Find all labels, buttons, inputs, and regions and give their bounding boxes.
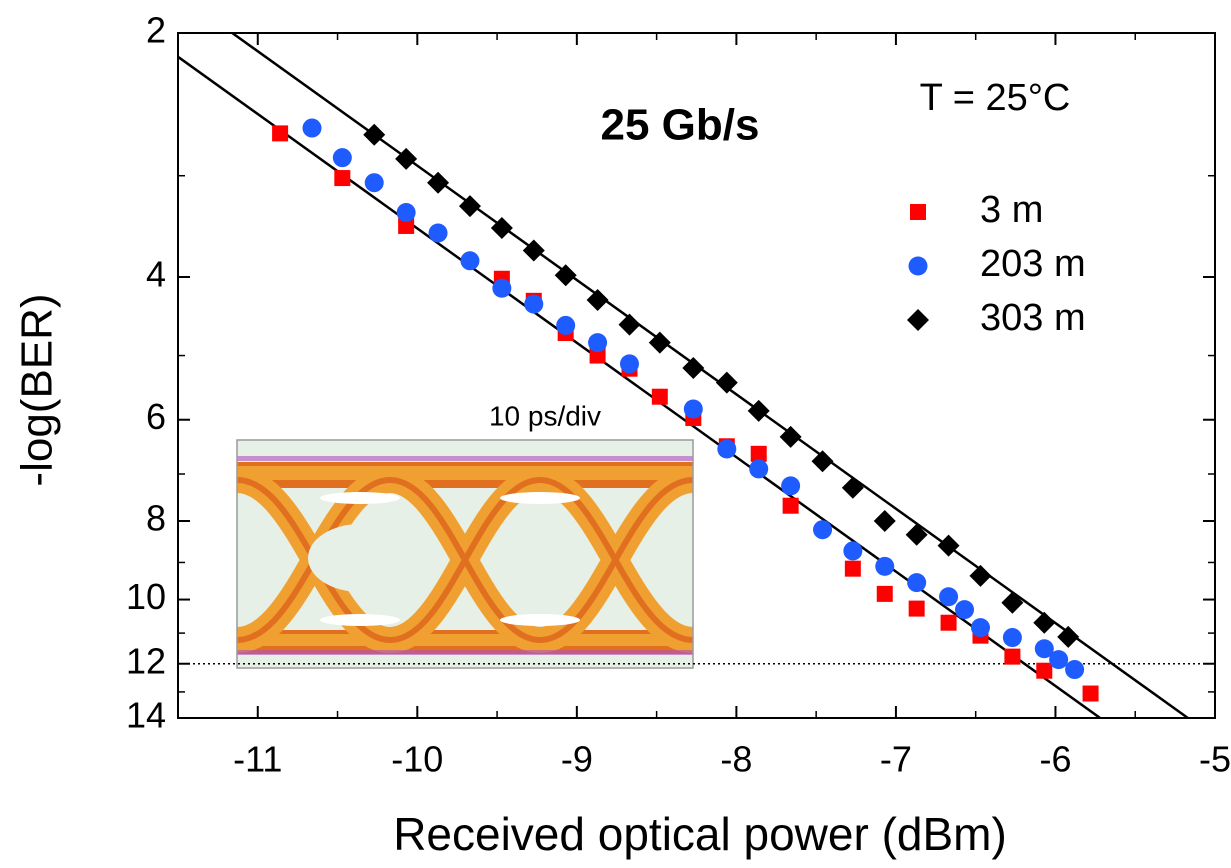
legend-label: 3 m: [980, 189, 1043, 231]
marker-diamond: [716, 372, 738, 394]
marker-square: [1036, 663, 1052, 679]
marker-diamond: [618, 314, 640, 336]
marker-circle: [781, 476, 800, 495]
y-tick-label: 6: [146, 396, 166, 437]
legend-label: 303 m: [980, 297, 1086, 339]
x-tick-label: -11: [233, 739, 282, 780]
marker-circle: [875, 557, 894, 576]
marker-square: [1004, 649, 1020, 665]
legend-marker: [909, 257, 928, 276]
x-tick-label: -8: [720, 739, 752, 780]
marker-circle: [556, 316, 575, 335]
marker-circle: [749, 459, 768, 478]
x-tick-label: -6: [1039, 739, 1071, 780]
marker-circle: [971, 618, 990, 637]
marker-circle: [365, 173, 384, 192]
legend-label: 203 m: [980, 243, 1086, 285]
marker-circle: [460, 251, 479, 270]
y-tick-label: 4: [146, 254, 166, 295]
marker-circle: [524, 295, 543, 314]
marker-circle: [813, 520, 832, 539]
marker-circle: [397, 203, 416, 222]
marker-circle: [717, 439, 736, 458]
marker-circle: [907, 573, 926, 592]
marker-diamond: [748, 400, 770, 422]
x-tick-label: -7: [880, 739, 912, 780]
x-tick-label: -9: [561, 739, 593, 780]
marker-diamond: [874, 510, 896, 532]
y-tick-label: 14: [126, 695, 166, 736]
x-axis-label: Received optical power (dBm): [393, 808, 1007, 860]
marker-square: [941, 615, 957, 631]
x-tick-label: -10: [391, 739, 443, 780]
marker-circle: [333, 148, 352, 167]
marker-diamond: [906, 524, 928, 546]
legend-marker: [907, 309, 929, 331]
marker-circle: [843, 541, 862, 560]
marker-circle: [955, 600, 974, 619]
marker-diamond: [969, 565, 991, 587]
marker-diamond: [812, 450, 834, 472]
eye-diagram-inset: [237, 440, 693, 668]
y-tick-label: 2: [146, 10, 166, 51]
marker-diamond: [842, 477, 864, 499]
marker-circle: [939, 587, 958, 606]
y-axis-label: -log(BER): [13, 293, 62, 486]
marker-circle: [1065, 660, 1084, 679]
x-tick-label: -5: [1199, 739, 1231, 780]
chart: 10 ps/div 25 Gb/s T = 25°C Received opti…: [0, 0, 1231, 868]
inset-label: 10 ps/div: [489, 400, 601, 431]
marker-square: [877, 586, 893, 602]
marker-square: [751, 446, 767, 462]
y-tick-label: 12: [126, 640, 166, 681]
rate-annotation: 25 Gb/s: [601, 101, 760, 150]
marker-diamond: [1001, 592, 1023, 614]
marker-diamond: [587, 289, 609, 311]
marker-diamond: [363, 124, 385, 146]
marker-circle: [429, 224, 448, 243]
marker-square: [783, 498, 799, 514]
marker-circle: [492, 279, 511, 298]
marker-circle: [620, 354, 639, 373]
marker-square: [845, 561, 861, 577]
marker-square: [334, 170, 350, 186]
marker-circle: [1049, 650, 1068, 669]
marker-circle: [588, 333, 607, 352]
marker-circle: [303, 119, 322, 138]
temperature-annotation: T = 25°C: [920, 77, 1071, 119]
marker-diamond: [1033, 612, 1055, 634]
marker-square: [909, 601, 925, 617]
legend-marker: [910, 204, 926, 220]
y-tick-label: 8: [146, 498, 166, 539]
marker-circle: [684, 400, 703, 419]
marker-square: [1083, 686, 1099, 702]
marker-square: [652, 389, 668, 405]
marker-diamond: [682, 357, 704, 379]
page: {"chart_data": { "type": "scatter", "xla…: [0, 0, 1231, 868]
marker-square: [272, 125, 288, 141]
y-tick-label: 10: [126, 576, 166, 617]
marker-circle: [1003, 628, 1022, 647]
marker-diamond: [1057, 626, 1079, 648]
